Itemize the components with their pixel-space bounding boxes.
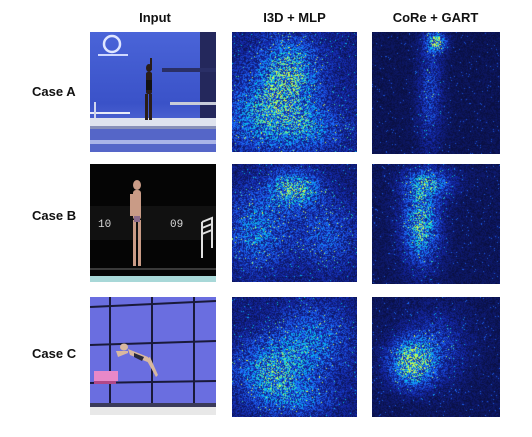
input-image-case-c <box>90 297 216 415</box>
input-image-case-a <box>90 32 216 152</box>
heatmap-core-gart-case-a <box>372 32 500 154</box>
column-header-core-gart: CoRe + GART <box>392 10 479 25</box>
diving-scene-c-graphic <box>90 297 216 415</box>
heatmap-core-gart-case-c <box>372 297 500 417</box>
input-image-case-b: 10 09 <box>90 164 216 282</box>
scoreboard-left-number: 10 <box>98 219 111 231</box>
heatmap-i3d-mlp-case-c <box>232 297 357 417</box>
heatmap-i3d-mlp-case-a <box>232 32 357 152</box>
heatmap-core-gart-case-b <box>372 164 500 284</box>
column-header-input: Input <box>139 10 171 25</box>
scoreboard-right-number: 09 <box>170 219 183 231</box>
row-label-case-c: Case C <box>32 346 77 361</box>
heatmap-i3d-mlp-case-b <box>232 164 357 282</box>
row-label-case-a: Case A <box>32 84 76 99</box>
diving-scene-b-graphic: 10 09 <box>90 164 216 282</box>
diving-scene-a-graphic <box>90 32 216 152</box>
row-label-case-b: Case B <box>32 208 77 223</box>
column-header-i3d-mlp: I3D + MLP <box>263 10 326 25</box>
